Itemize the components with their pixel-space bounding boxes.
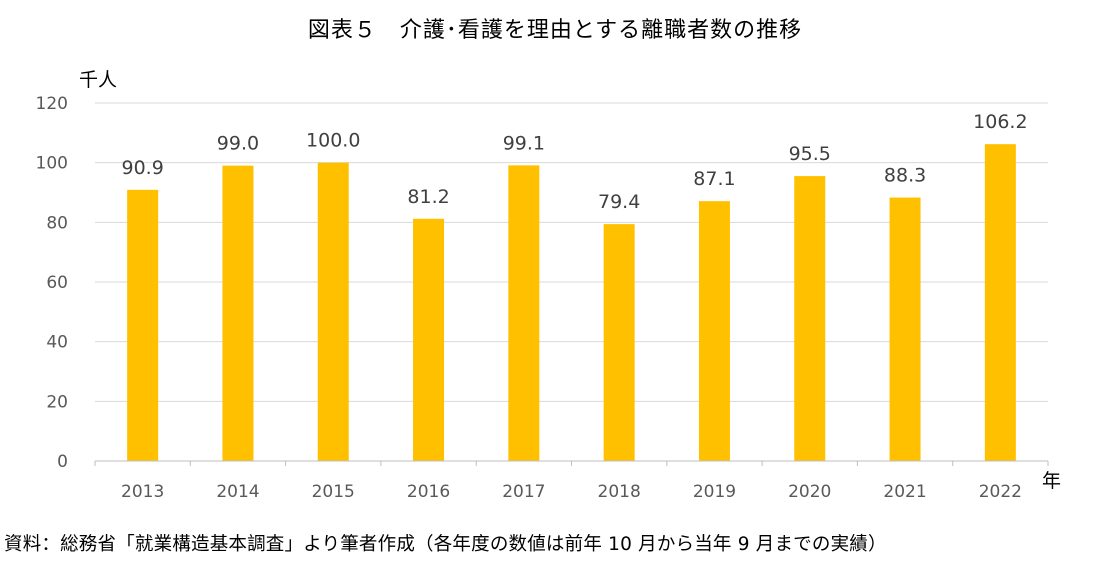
x-tick-label: 2014 bbox=[216, 482, 259, 502]
data-label: 106.2 bbox=[973, 111, 1027, 133]
bar bbox=[889, 197, 921, 462]
bar bbox=[603, 224, 635, 461]
y-axis-unit-label: 千人 bbox=[79, 69, 117, 91]
data-label: 100.0 bbox=[306, 130, 360, 152]
y-tick-label: 100 bbox=[36, 154, 68, 174]
x-tick-label: 2018 bbox=[598, 482, 641, 502]
y-axis-ticks: 0 20 40 60 80 100 120 bbox=[36, 94, 68, 472]
data-label: 90.9 bbox=[121, 157, 163, 179]
bar-chart: 90.9 99.0 100.0 81.2 99.1 79.4 87.1 95.5 88.3 106… bbox=[36, 69, 1061, 502]
x-tick-label: 2016 bbox=[407, 482, 450, 502]
data-label: 95.5 bbox=[789, 143, 831, 165]
source-note: 資料：総務省「就業構造基本調査」より筆者作成（各年度の数値は前年 10 月から当… bbox=[4, 534, 887, 555]
y-tick-label: 20 bbox=[46, 392, 68, 412]
chart-title: 図表５ 介護･看護を理由とする離職者数の推移 bbox=[307, 18, 803, 43]
bar bbox=[508, 165, 540, 461]
data-label: 88.3 bbox=[884, 165, 926, 187]
data-label: 99.1 bbox=[503, 132, 545, 154]
y-tick-label: 80 bbox=[46, 213, 68, 233]
gridlines bbox=[95, 102, 1048, 402]
x-tick-label: 2022 bbox=[979, 482, 1022, 502]
y-tick-label: 120 bbox=[36, 94, 68, 114]
y-tick-label: 40 bbox=[46, 333, 68, 353]
x-tick-label: 2017 bbox=[502, 482, 545, 502]
x-tick-label: 2013 bbox=[121, 482, 164, 502]
x-tick-label: 2019 bbox=[693, 482, 736, 502]
x-axis-unit-label: 年 bbox=[1042, 470, 1061, 492]
x-tick-label: 2020 bbox=[788, 482, 831, 502]
x-tick-label: 2021 bbox=[883, 482, 926, 502]
y-tick-label: 60 bbox=[46, 273, 68, 293]
data-labels: 90.9 99.0 100.0 81.2 99.1 79.4 87.1 95.5 88.3 106… bbox=[121, 111, 1027, 213]
data-label: 99.0 bbox=[217, 133, 259, 155]
bar bbox=[698, 201, 730, 461]
bar bbox=[127, 189, 159, 461]
bar bbox=[317, 162, 349, 461]
bar bbox=[413, 218, 445, 461]
bar bbox=[222, 165, 254, 461]
bar bbox=[794, 176, 826, 461]
data-label: 87.1 bbox=[693, 168, 735, 190]
data-label: 81.2 bbox=[407, 186, 449, 208]
x-tick-label: 2015 bbox=[312, 482, 355, 502]
x-axis-ticks: 2013 2014 2015 2016 2017 2018 2019 2020 2021 2022 bbox=[94, 461, 1049, 502]
data-label: 79.4 bbox=[598, 191, 640, 213]
bar bbox=[984, 144, 1016, 462]
y-tick-label: 0 bbox=[57, 452, 68, 472]
bars bbox=[127, 144, 1016, 462]
